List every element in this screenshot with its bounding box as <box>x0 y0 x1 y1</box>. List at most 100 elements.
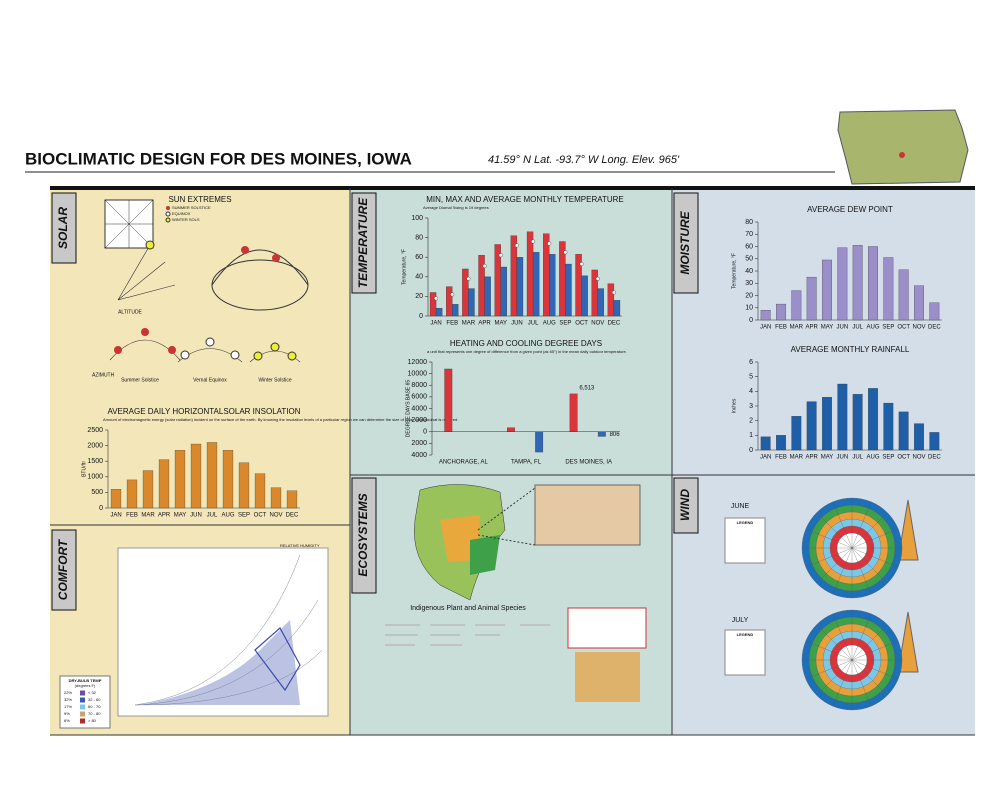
bar <box>500 266 507 317</box>
y-axis-label: Temperature, °F <box>401 249 407 285</box>
wind-spoke <box>851 528 899 549</box>
shading-mask <box>897 499 919 561</box>
x-tick-label: JAN <box>760 455 771 461</box>
label: RELATIVE HUMIDITY <box>280 543 320 548</box>
chart-title: AVERAGE MONTHLY RAINFALL <box>791 345 910 354</box>
y-tick-label: 0 <box>423 429 427 436</box>
bar <box>852 245 863 321</box>
chart-title: MIN, MAX AND AVERAGE MONTHLY TEMPERATURE <box>426 195 624 204</box>
bar <box>484 276 491 317</box>
x-tick-label: ANCHORAGE, AL <box>439 460 489 466</box>
y-tick-label: 10 <box>745 305 753 312</box>
legend-pct: 6% <box>64 718 70 723</box>
y-tick-label: 2000 <box>411 417 427 424</box>
bar <box>429 292 437 317</box>
bar <box>929 302 940 321</box>
x-tick-label: NOV <box>912 325 925 331</box>
x-tick-label: OCT <box>575 321 588 327</box>
legend-pct: 9% <box>64 711 70 716</box>
average-dot <box>514 243 519 248</box>
x-tick-label: NOV <box>269 513 282 519</box>
y-tick-label: 20 <box>415 293 423 300</box>
bar <box>597 288 604 317</box>
month-label: JUNE <box>731 503 750 510</box>
y-axis-label: BTU/ft² <box>81 461 87 477</box>
legend-box <box>724 517 766 564</box>
bar <box>270 487 282 509</box>
climate-data-cloud <box>140 620 300 705</box>
bar <box>914 423 924 451</box>
tab <box>673 192 699 294</box>
wind-spoke <box>851 624 888 661</box>
y-tick-label: 8000 <box>411 382 427 389</box>
average-dot <box>595 276 600 281</box>
legend-pct: 22% <box>64 690 72 695</box>
chart-title: AVERAGE DEW POINT <box>807 205 893 214</box>
x-tick-label: JUN <box>190 513 202 519</box>
section-title: Indigenous Plant and Animal Species <box>410 605 526 612</box>
legend-text: WINTER SOLS <box>172 217 200 222</box>
x-tick-label: JAN <box>430 321 441 327</box>
x-tick-label: DEC <box>928 455 941 461</box>
legend-title: LEGEND <box>737 520 754 525</box>
x-tick-label: SEP <box>238 513 250 519</box>
bar <box>760 310 771 321</box>
x-tick-label: AUG <box>866 455 879 461</box>
x-tick-label: TAMPA, FL <box>511 460 542 466</box>
bar <box>452 304 459 317</box>
x-tick-label: AUG <box>221 513 234 519</box>
x-tick-label: FEB <box>446 321 458 327</box>
bar <box>462 268 469 317</box>
y-axis-label: Temperature, °F <box>731 253 737 289</box>
y-tick-label: 3 <box>749 403 753 410</box>
x-tick-label: SEP <box>882 325 894 331</box>
x-tick-label: JUN <box>836 455 848 461</box>
region-box <box>567 607 647 649</box>
bar <box>565 263 572 317</box>
x-tick-label: APR <box>805 325 818 331</box>
bar <box>852 394 863 451</box>
bar <box>822 397 832 451</box>
average-dot <box>498 253 503 258</box>
bar <box>446 286 453 317</box>
legend-unit: (degrees F) <box>75 683 96 688</box>
y-tick-label: 1 <box>749 432 753 439</box>
bar <box>776 435 786 451</box>
average-dot <box>434 296 439 301</box>
x-tick-label: MAY <box>821 455 834 461</box>
bar <box>791 290 802 321</box>
x-tick-label: DES MOINES, IA <box>565 460 612 466</box>
legend-swatch <box>80 711 85 717</box>
x-tick-label: APR <box>158 513 171 519</box>
y-tick-label: 30 <box>745 280 753 287</box>
bar <box>806 276 817 321</box>
x-tick-label: AUG <box>543 321 556 327</box>
bar <box>174 450 186 509</box>
bar <box>607 283 615 317</box>
bar <box>883 402 894 451</box>
species-text-lines <box>385 624 550 646</box>
y-axis-label: Inches <box>731 398 737 413</box>
y-tick-label: 0 <box>419 313 423 320</box>
bar <box>613 300 621 317</box>
x-tick-label: APR <box>478 321 491 327</box>
x-tick-label: JUL <box>528 321 539 327</box>
x-tick-label: OCT <box>897 455 910 461</box>
y-tick-label: 4000 <box>411 452 427 459</box>
y-tick-label: 2000 <box>411 440 427 447</box>
bar <box>254 473 266 509</box>
legend-swatch <box>80 704 85 710</box>
sun-arc <box>211 249 309 286</box>
y-tick-label: 1500 <box>87 458 103 465</box>
tab-label: MOISTURE <box>678 210 692 274</box>
wind-spoke <box>851 613 872 661</box>
legend-range: > 80 <box>88 718 97 723</box>
wind-spoke <box>851 512 888 549</box>
y-tick-label: 100 <box>411 215 423 222</box>
y-tick-label: 5 <box>749 374 753 381</box>
bar <box>158 459 170 509</box>
legend-box <box>724 629 766 676</box>
x-tick-label: DEC <box>286 513 299 519</box>
x-tick-label: JUN <box>511 321 523 327</box>
y-tick-label: 40 <box>745 268 753 275</box>
